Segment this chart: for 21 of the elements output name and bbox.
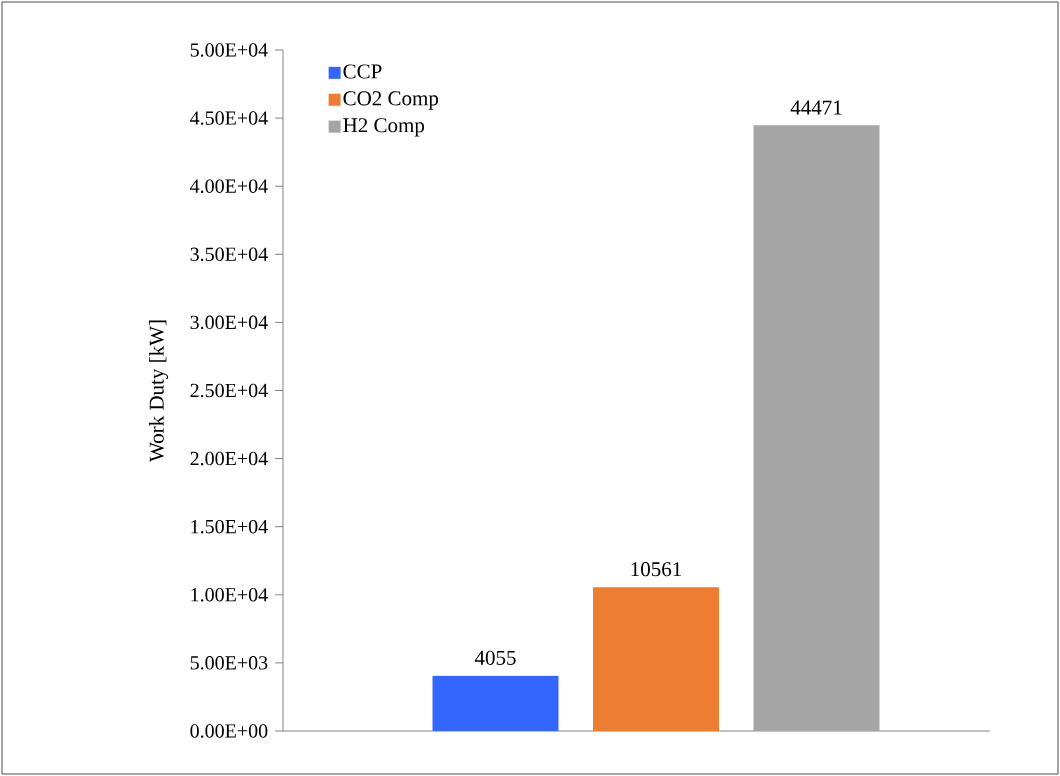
data-label: 4055 (474, 650, 516, 665)
bar (753, 125, 880, 731)
legend-label: H2 Comp (343, 118, 425, 137)
y-tick-label: 2.00E+04 (190, 451, 268, 466)
y-tick-label: 2.50E+04 (190, 383, 268, 398)
bar (593, 587, 719, 731)
legend-label: CO2 Comp (343, 91, 439, 110)
y-tick-label: 1.50E+04 (191, 519, 268, 534)
y-tick-label: 5.00E+04 (190, 43, 268, 57)
y-tick-label: 1.00E+04 (191, 588, 268, 602)
data-label: 44471 (790, 100, 842, 115)
y-axis-title: Work Duty [kW] (149, 320, 169, 462)
y-tick-label: 0.00E+00 (190, 724, 268, 738)
y-tick-label: 5.00E+03 (190, 656, 268, 670)
y-tick-label: 4.00E+04 (190, 179, 268, 193)
bar (432, 675, 559, 731)
y-tick-label: 3.00E+04 (190, 315, 268, 330)
data-label: 10561 (631, 562, 681, 577)
y-tick-label: 4.50E+04 (190, 111, 268, 125)
y-tick-label: 3.50E+04 (190, 247, 268, 262)
legend-label: CCP (343, 64, 382, 79)
